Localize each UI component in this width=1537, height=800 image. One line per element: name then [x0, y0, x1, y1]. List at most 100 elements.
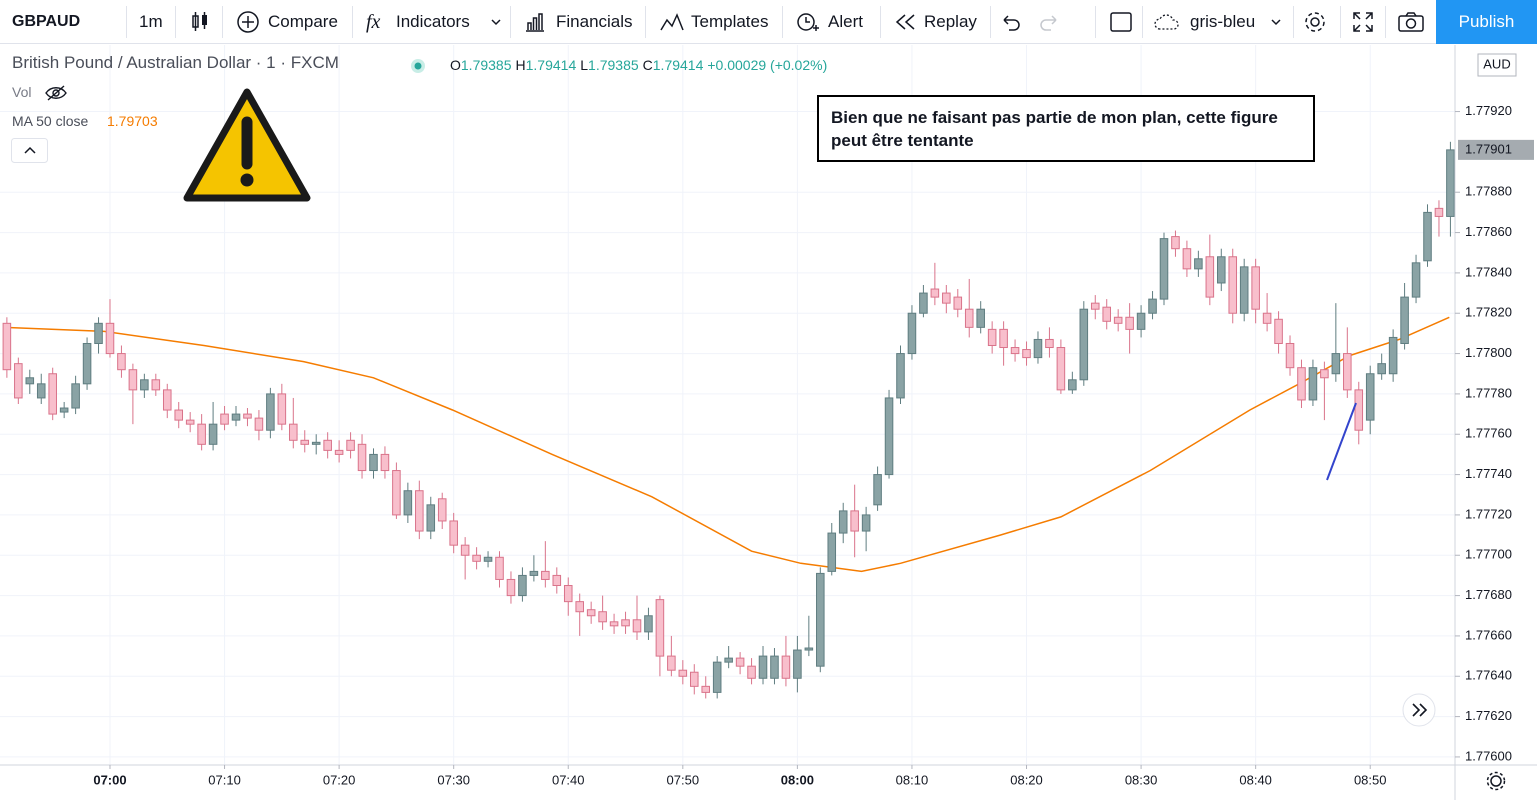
candle-body — [483, 556, 493, 562]
candle-body — [999, 328, 1008, 349]
x-tick-label: 07:30 — [437, 772, 470, 787]
candle-body — [598, 611, 607, 623]
candle-body — [25, 377, 35, 385]
dropdown[interactable] — [1270, 16, 1282, 28]
y-tick-label: 1.77620 — [1465, 708, 1512, 723]
candle-body — [575, 601, 584, 613]
ohlc-value: 1.79385 — [588, 57, 639, 73]
candle-body — [36, 383, 46, 399]
candle-body — [827, 532, 837, 572]
candle-body — [816, 572, 825, 667]
candle-icon[interactable] — [188, 10, 212, 34]
candle-body — [82, 342, 92, 385]
fullscreen-icon[interactable] — [1351, 10, 1375, 34]
candle-body — [793, 649, 802, 679]
moving-average — [4, 316, 1450, 573]
candle-body — [987, 328, 997, 347]
candle-body — [1308, 367, 1318, 401]
candle-body — [644, 615, 653, 633]
last-price-box — [1458, 139, 1534, 160]
snapshot-icon[interactable] — [1397, 10, 1425, 34]
replay[interactable]: Replay — [924, 12, 977, 31]
theme[interactable]: gris-bleu — [1190, 12, 1256, 31]
candle-body — [930, 288, 940, 298]
y-tick-label: 1.77660 — [1465, 627, 1512, 642]
x-tick-label: 07:40 — [552, 772, 585, 787]
scroll-button[interactable] — [1402, 693, 1436, 727]
candle-body — [838, 510, 848, 534]
candle-body — [621, 619, 630, 627]
separator — [1385, 6, 1386, 38]
settings-icon[interactable] — [1486, 771, 1506, 791]
candle-body — [1354, 389, 1364, 431]
y-tick-label: 1.77840 — [1465, 264, 1512, 279]
layout-icon[interactable] — [1109, 10, 1133, 34]
compare[interactable]: Compare — [268, 12, 338, 31]
undo-redo[interactable] — [1000, 12, 1060, 32]
candle-body — [1423, 211, 1432, 262]
candle-body — [529, 570, 539, 576]
collapse-button[interactable] — [11, 138, 49, 164]
x-tick-label: 07:10 — [208, 772, 241, 787]
interval[interactable]: 1m — [139, 12, 163, 31]
templates-icon[interactable] — [659, 10, 685, 34]
candle-body — [781, 655, 791, 679]
x-tick-label: 08:00 — [781, 772, 814, 787]
ohlc-key: L — [580, 57, 589, 73]
separator — [990, 6, 991, 38]
indicators[interactable]: Indicators — [396, 12, 470, 31]
publish-button[interactable]: Publish — [1436, 0, 1537, 44]
candle-body — [804, 647, 814, 651]
candle-body — [185, 419, 195, 425]
ohlc-key: O — [450, 57, 461, 73]
candle-body — [472, 554, 481, 562]
candle-body — [896, 353, 905, 399]
warning-icon — [183, 88, 311, 202]
candle-body — [197, 423, 206, 445]
replay-icon[interactable] — [894, 12, 918, 32]
candle-body — [884, 397, 894, 476]
candle-body — [1446, 149, 1455, 217]
compare-icon[interactable] — [236, 10, 260, 34]
y-tick-label: 1.77680 — [1465, 587, 1512, 602]
candle-body — [1320, 369, 1329, 379]
candle-body — [919, 292, 928, 314]
separator — [126, 6, 127, 38]
alert-icon[interactable] — [795, 10, 821, 34]
ohlc-key: C — [642, 57, 653, 73]
candle-body — [1068, 379, 1077, 391]
symbol[interactable]: GBPAUD — [12, 13, 81, 30]
candle-body — [689, 671, 699, 687]
toolbar: GBPAUD 1m Compare fx Indicators Financia… — [0, 0, 1537, 44]
separator — [880, 6, 881, 38]
templates[interactable]: Templates — [691, 12, 769, 31]
indicators-icon[interactable]: fx — [366, 11, 381, 33]
candle-body — [678, 669, 688, 677]
candle-body — [735, 657, 745, 667]
x-tick-label: 07:50 — [667, 772, 700, 787]
candle-body — [1365, 373, 1375, 421]
separator — [352, 6, 353, 38]
separator — [1142, 6, 1143, 38]
candle-body — [1125, 316, 1134, 330]
candle-body — [1274, 318, 1283, 344]
candle-body — [1022, 349, 1031, 359]
hidden-icon[interactable] — [44, 84, 68, 102]
financials[interactable]: Financials — [556, 12, 633, 31]
candle-body — [105, 322, 115, 355]
candle-body — [712, 661, 722, 693]
x-tick-label: 08:10 — [896, 772, 929, 787]
candle-body — [415, 490, 424, 532]
dropdown[interactable] — [490, 16, 502, 28]
candle-body — [724, 657, 733, 663]
financials-icon[interactable] — [523, 10, 547, 34]
candle-body — [231, 413, 241, 421]
candle-body — [1434, 207, 1444, 217]
candle-body — [1411, 262, 1421, 298]
candle-body — [609, 621, 619, 627]
settings-icon[interactable] — [1303, 10, 1327, 34]
candle-body — [907, 312, 917, 355]
candle-body — [770, 655, 779, 679]
alert[interactable]: Alert — [828, 12, 863, 31]
cloud-icon[interactable] — [1153, 12, 1183, 32]
